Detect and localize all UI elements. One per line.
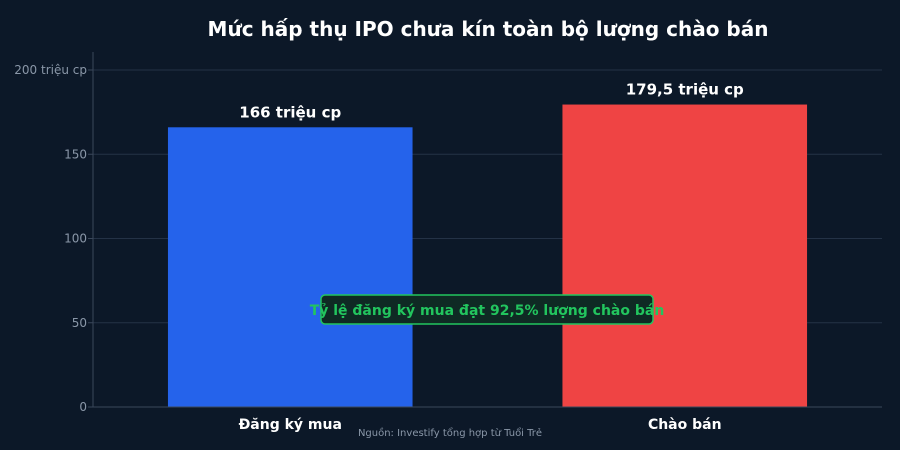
y-tick-label: 100 <box>64 232 87 246</box>
y-tick-label: 150 <box>64 147 87 161</box>
bar <box>167 127 413 407</box>
bar <box>562 104 808 407</box>
data-label: 179,5 triệu cp <box>626 81 744 99</box>
axes <box>92 52 882 408</box>
x-tick-label: Chào bán <box>648 417 722 433</box>
labels: 0 50 100 150 200 triệu cp 166 triệu cp Đăng ký… <box>14 63 744 433</box>
y-tick-label: 200 triệu cp <box>14 63 87 77</box>
x-tick-label: Đăng ký mua <box>239 417 342 433</box>
data-label: 166 triệu cp <box>239 103 341 121</box>
y-tick-label: 0 <box>79 400 87 414</box>
annotation: Tỷ lệ đăng ký mua đạt 92,5% lượng chào b… <box>310 294 665 325</box>
chart-title: Mức hấp thụ IPO chưa kín toàn bộ lượng c… <box>208 17 769 41</box>
bars <box>167 104 808 407</box>
annotation-box <box>320 294 654 325</box>
y-tick-label: 50 <box>72 316 87 330</box>
annotation-text: Tỷ lệ đăng ký mua đạt 92,5% lượng chào b… <box>310 303 665 319</box>
source-note: Nguồn: Investify tổng hợp từ Tuổi Trẻ <box>358 426 542 439</box>
